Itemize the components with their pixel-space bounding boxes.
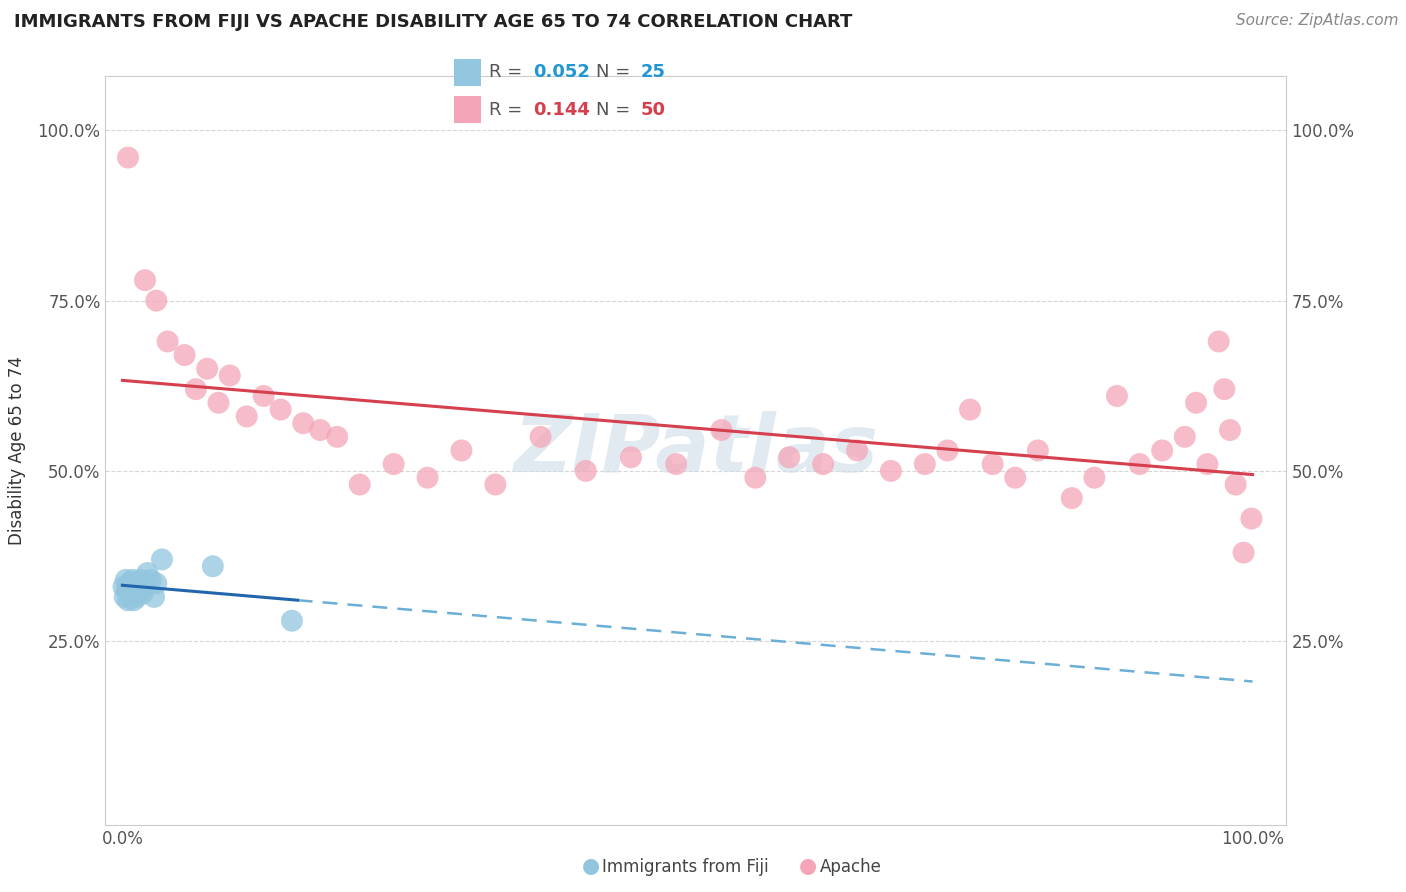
Point	[1240, 511, 1263, 525]
Text: N =: N =	[596, 63, 637, 81]
Point	[981, 457, 1004, 471]
Point	[1060, 491, 1083, 505]
Text: IMMIGRANTS FROM FIJI VS APACHE DISABILITY AGE 65 TO 74 CORRELATION CHART: IMMIGRANTS FROM FIJI VS APACHE DISABILIT…	[14, 13, 852, 31]
Point	[1004, 471, 1026, 485]
Point	[292, 416, 315, 430]
Text: R =: R =	[489, 101, 529, 119]
Point	[125, 576, 148, 591]
Point	[201, 559, 224, 574]
Point	[134, 580, 156, 594]
Point	[117, 593, 139, 607]
Point	[620, 450, 643, 465]
Point	[127, 580, 149, 594]
Point	[184, 382, 207, 396]
Point	[139, 573, 162, 587]
Point	[811, 457, 834, 471]
Point	[529, 430, 551, 444]
Point	[914, 457, 936, 471]
Point	[1232, 546, 1254, 560]
Point	[253, 389, 276, 403]
Point	[959, 402, 981, 417]
Point	[127, 590, 149, 604]
Text: Source: ZipAtlas.com: Source: ZipAtlas.com	[1236, 13, 1399, 29]
Point	[1208, 334, 1230, 349]
Bar	[454, 59, 481, 87]
Point	[309, 423, 332, 437]
Text: 0.144: 0.144	[533, 101, 591, 119]
Text: ●: ●	[800, 856, 817, 876]
Point	[710, 423, 733, 437]
Point	[124, 583, 146, 598]
Point	[235, 409, 257, 424]
Point	[270, 402, 292, 417]
Point	[173, 348, 195, 362]
Point	[145, 576, 167, 591]
Point	[1026, 443, 1049, 458]
Text: R =: R =	[489, 63, 529, 81]
Point	[665, 457, 688, 471]
Point	[1083, 471, 1105, 485]
Point	[195, 361, 218, 376]
Point	[484, 477, 506, 491]
Point	[846, 443, 869, 458]
Point	[880, 464, 903, 478]
Point	[218, 368, 240, 383]
Bar	[454, 96, 481, 123]
Point	[416, 471, 439, 485]
Point	[145, 293, 167, 308]
Point	[575, 464, 598, 478]
Point	[132, 586, 155, 600]
Point	[150, 552, 173, 566]
Point	[207, 396, 229, 410]
Point	[117, 151, 139, 165]
Text: Apache: Apache	[820, 858, 882, 876]
Y-axis label: Disability Age 65 to 74: Disability Age 65 to 74	[8, 356, 27, 545]
Point	[134, 273, 156, 287]
Point	[128, 583, 150, 598]
Text: Immigrants from Fiji: Immigrants from Fiji	[602, 858, 769, 876]
Point	[936, 443, 959, 458]
Point	[115, 583, 138, 598]
Point	[1185, 396, 1208, 410]
Point	[1197, 457, 1219, 471]
Point	[114, 573, 136, 587]
Point	[129, 573, 152, 587]
Point	[1105, 389, 1128, 403]
Point	[349, 477, 371, 491]
Point	[1152, 443, 1174, 458]
Point	[778, 450, 800, 465]
Point	[744, 471, 766, 485]
Point	[120, 580, 142, 594]
Point	[143, 590, 166, 604]
Point	[382, 457, 405, 471]
Text: ZIPatlas: ZIPatlas	[513, 411, 879, 490]
Point	[122, 593, 145, 607]
Point	[136, 566, 159, 580]
Text: 25: 25	[640, 63, 665, 81]
Point	[1174, 430, 1197, 444]
Point	[121, 573, 143, 587]
Point	[326, 430, 349, 444]
Point	[1225, 477, 1247, 491]
Point	[281, 614, 304, 628]
Text: 0.052: 0.052	[533, 63, 591, 81]
Text: ●: ●	[582, 856, 599, 876]
Point	[1213, 382, 1236, 396]
Point	[112, 580, 135, 594]
Point	[118, 576, 141, 591]
Point	[1129, 457, 1152, 471]
Point	[450, 443, 472, 458]
Point	[120, 586, 142, 600]
Point	[114, 590, 136, 604]
Text: N =: N =	[596, 101, 637, 119]
Point	[156, 334, 179, 349]
Point	[1219, 423, 1241, 437]
Text: 50: 50	[640, 101, 665, 119]
